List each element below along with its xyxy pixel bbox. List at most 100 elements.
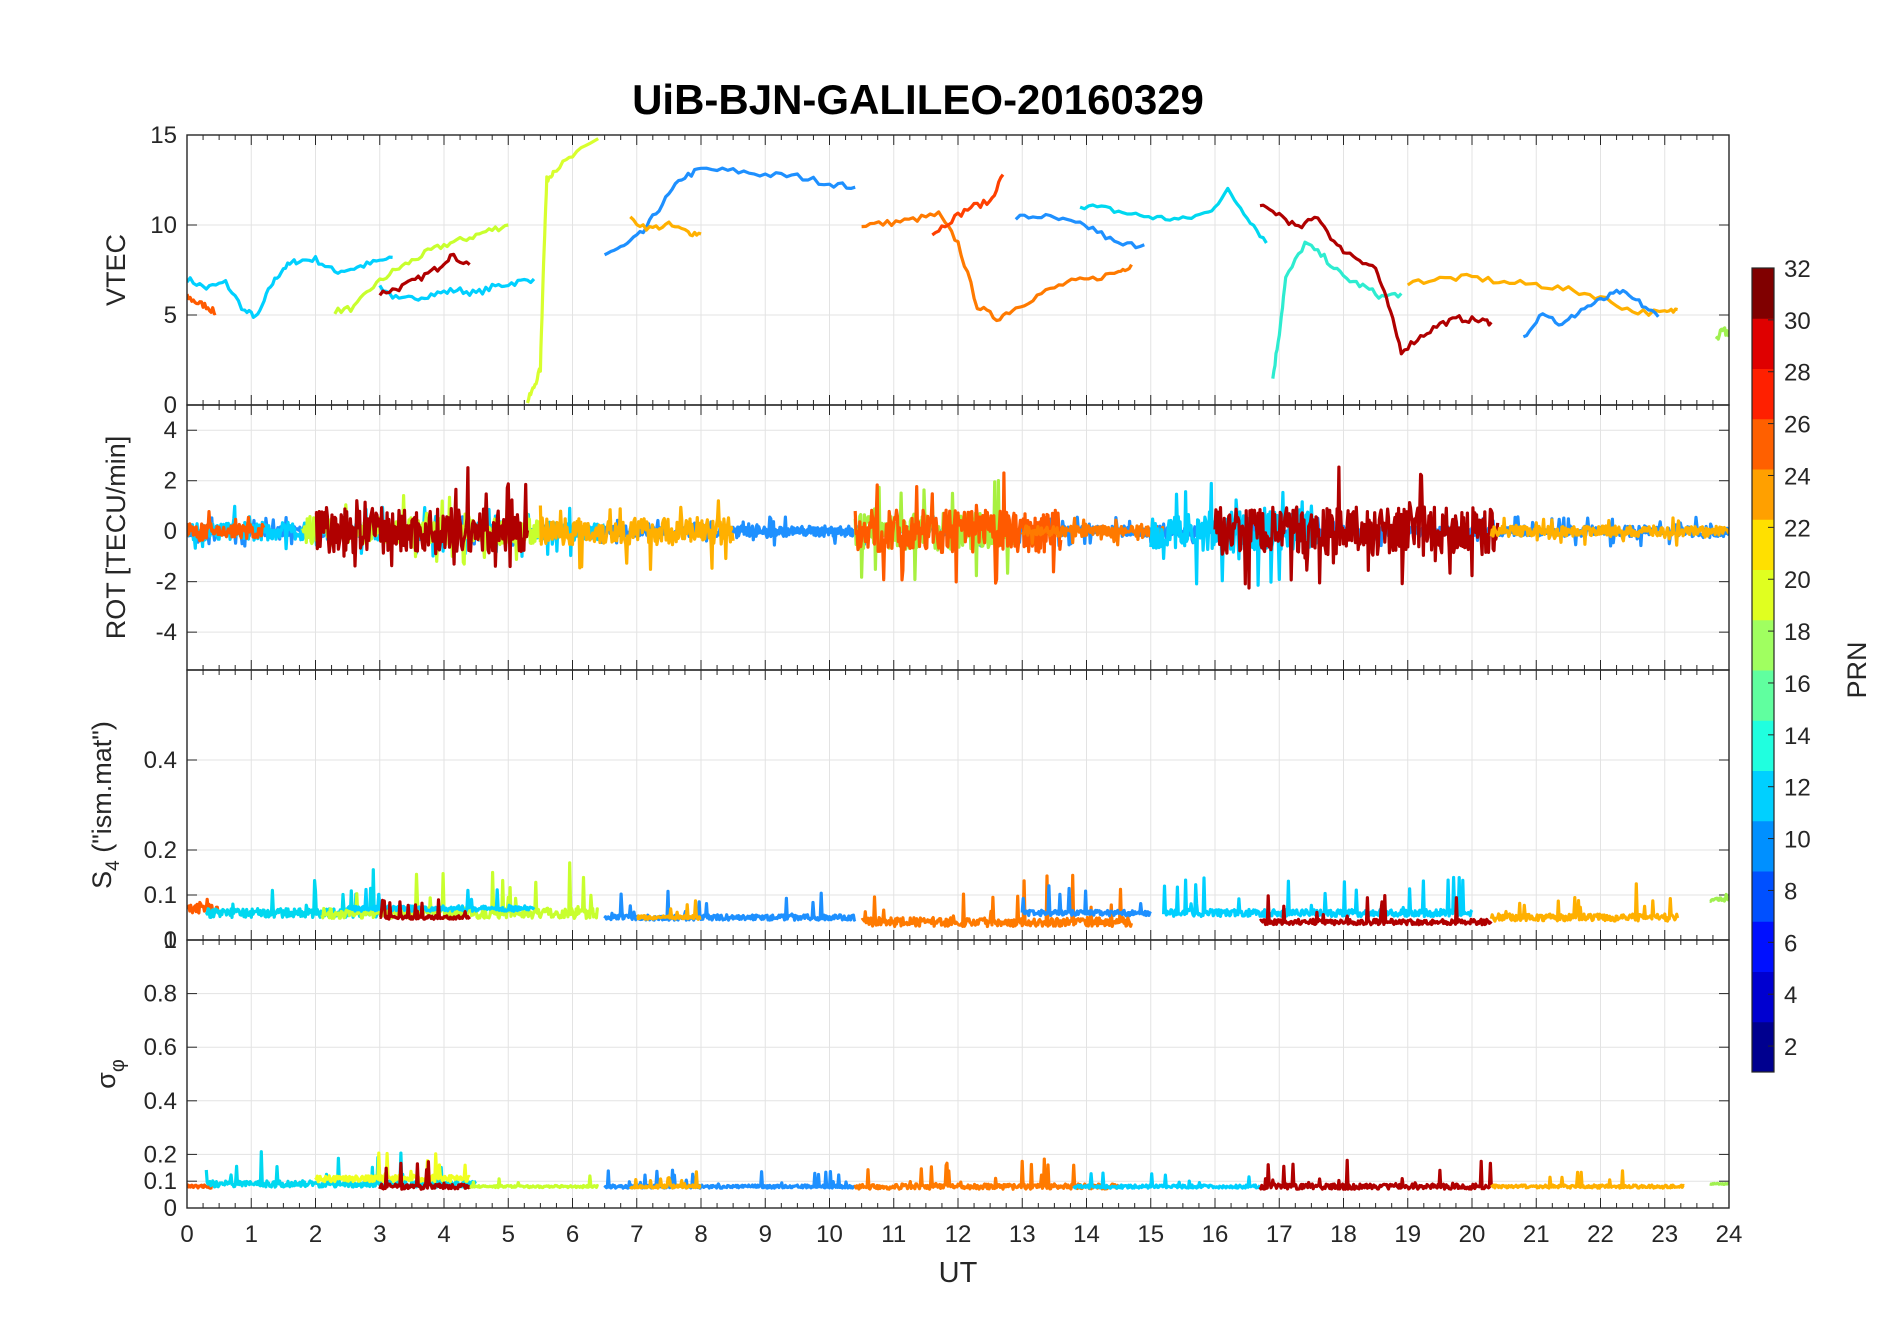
colorbar-label: PRN [1842, 641, 1872, 698]
x-tick-label: 14 [1073, 1221, 1100, 1248]
series-line [378, 277, 536, 302]
x-tick-label: 4 [437, 1221, 450, 1248]
series-group [187, 861, 1729, 929]
x-tick-label: 2 [309, 1221, 322, 1248]
series-line [204, 868, 382, 919]
y-tick-label: 0.1 [144, 882, 177, 909]
x-tick-label: 24 [1716, 1221, 1743, 1248]
colorbar-segment [1752, 268, 1774, 319]
series-line [525, 137, 600, 404]
x-tick-label: 12 [945, 1221, 972, 1248]
y-tick-label: 0.2 [144, 837, 177, 864]
y-tick-label: 0.2 [144, 1141, 177, 1168]
series-line [379, 898, 472, 921]
series-line [861, 210, 1133, 323]
colorbar-segment [1752, 670, 1774, 721]
x-tick-label: 23 [1651, 1221, 1678, 1248]
y-tick-label: 4 [164, 417, 177, 444]
y-tick-label: 0.6 [144, 1034, 177, 1061]
x-tick-label: 11 [881, 1221, 906, 1248]
series-line [1709, 892, 1729, 903]
colorbar-tick-label: 22 [1784, 515, 1811, 542]
colorbar-segment [1752, 318, 1774, 369]
series-line [1406, 272, 1678, 317]
series-line [1072, 1171, 1262, 1190]
y-tick-label: 0 [164, 927, 177, 954]
x-tick-label: 0 [180, 1221, 193, 1248]
colorbar-tick-label: 26 [1784, 412, 1811, 439]
x-tick-label: 22 [1587, 1221, 1614, 1248]
y-tick-label: 2 [164, 468, 177, 495]
series-line [1259, 894, 1493, 927]
colorbar-tick-label: 2 [1784, 1034, 1797, 1061]
series-line [1522, 288, 1660, 339]
series-line [603, 166, 856, 257]
colorbar-tick-label: 12 [1784, 775, 1811, 802]
colorbar-tick-label: 24 [1784, 463, 1811, 490]
chart-title: UiB-BJN-GALILEO-20160329 [632, 76, 1204, 123]
colorbar-segment [1752, 770, 1774, 822]
x-tick-label: 3 [373, 1221, 386, 1248]
series-line [1714, 326, 1729, 341]
y-tick-label: 0.8 [144, 981, 177, 1008]
series-line [187, 255, 393, 319]
y-tick-label: 0.4 [144, 747, 177, 774]
x-tick-label: 1 [245, 1221, 258, 1248]
series-line [1259, 203, 1493, 356]
panel-VTEC: 0 5 10 15 VTEC [101, 122, 1730, 419]
colorbar-tick-label: 18 [1784, 619, 1811, 646]
colorbar-tick-label: 8 [1784, 878, 1797, 905]
series-line [628, 1170, 702, 1190]
colorbar-tick-label: 6 [1784, 930, 1797, 957]
series-line [1258, 1158, 1493, 1191]
colorbar-border [1751, 267, 1775, 1073]
x-tick-label: 6 [566, 1221, 579, 1248]
colorbar-tick-label: 30 [1784, 308, 1811, 335]
series-line [1490, 1169, 1685, 1190]
colorbar-segment [1752, 519, 1774, 570]
y-axis-label: ROT [TECU/min] [101, 436, 131, 640]
series-line [1014, 212, 1145, 250]
colorbar-segment [1752, 469, 1774, 520]
colorbar-tick-label: 16 [1784, 671, 1811, 698]
series-line [204, 1150, 477, 1189]
series-line [333, 223, 509, 315]
colorbar-tick-label: 4 [1784, 982, 1797, 1009]
series-line [636, 899, 702, 921]
colorbar-tick-label: 28 [1784, 360, 1811, 387]
series-line [1213, 465, 1500, 590]
series-line [378, 252, 471, 297]
x-tick-label: 8 [694, 1221, 707, 1248]
colorbar-segment [1752, 1021, 1774, 1073]
series-line [1079, 186, 1268, 244]
x-tick-label: 18 [1330, 1221, 1357, 1248]
series-line [1162, 875, 1474, 919]
y-axis-label: S4 ("ism.mat") [87, 721, 124, 889]
x-tick-label: 15 [1137, 1221, 1164, 1248]
x-tick-label: 17 [1266, 1221, 1293, 1248]
series-line [187, 293, 217, 316]
series-line [1709, 1181, 1729, 1186]
y-axis-label: σφ [91, 1059, 129, 1089]
x-tick-label: 7 [630, 1221, 643, 1248]
series-line [860, 873, 1134, 929]
series-line [1489, 516, 1729, 547]
x-tick-label: 16 [1202, 1221, 1229, 1248]
series-line [853, 471, 1063, 585]
colorbar-tick-label: 10 [1784, 827, 1811, 854]
y-axis-label: VTEC [101, 234, 131, 306]
x-tick-label: 5 [502, 1221, 515, 1248]
series-line [469, 1174, 600, 1190]
series-line [378, 1160, 472, 1191]
x-axis-label: UT [939, 1257, 978, 1289]
y-tick-label: 10 [150, 212, 177, 239]
colorbar-segment [1752, 871, 1774, 922]
y-tick-label: 5 [164, 302, 177, 329]
y-tick-label: 0.1 [144, 1168, 177, 1195]
panel-border [186, 939, 1730, 1209]
series-line [187, 510, 266, 543]
series-line [853, 479, 1018, 582]
